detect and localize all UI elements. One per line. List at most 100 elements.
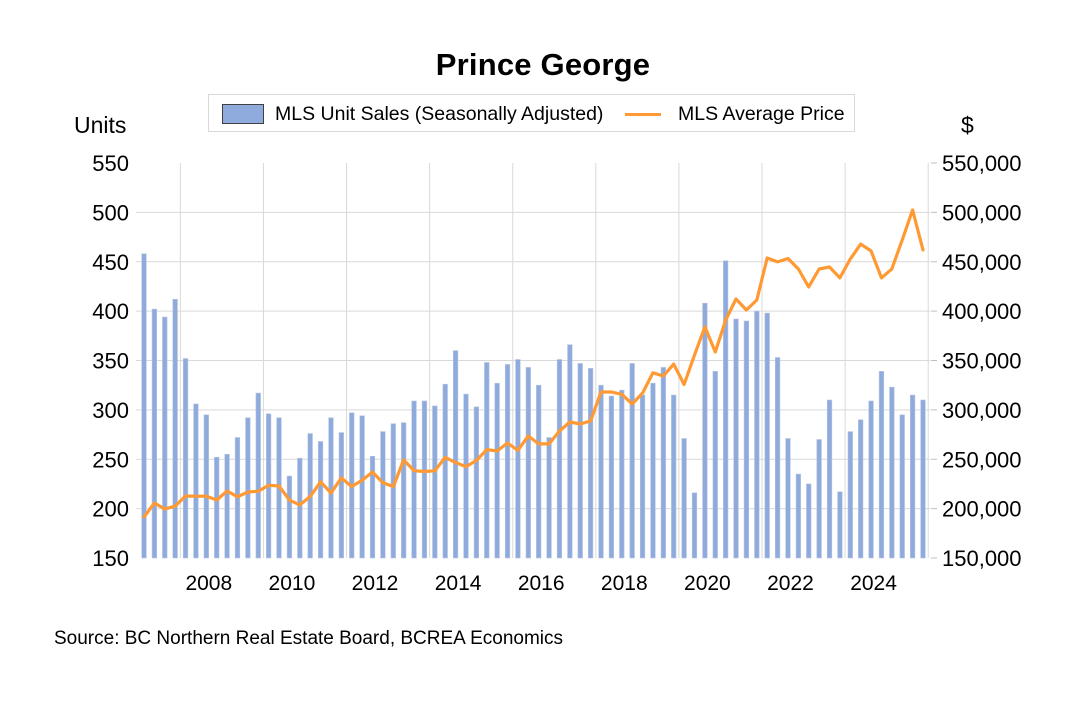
average-price-line: [142, 208, 925, 519]
unit-sales-bar: [452, 350, 459, 559]
unit-sales-bar: [577, 363, 583, 559]
unit-sales-bar: [816, 439, 822, 559]
x-tick-label: 2024: [850, 572, 897, 595]
unit-sales-bar: [795, 473, 801, 559]
legend-label-average-price: MLS Average Price: [678, 103, 845, 125]
x-tick-label: 2008: [185, 572, 232, 595]
unit-sales-bar: [785, 438, 791, 559]
left-tick-label: 150: [92, 546, 129, 571]
unit-sales-bar: [774, 357, 781, 559]
legend-label-unit-sales: MLS Unit Sales (Seasonally Adjusted): [275, 103, 604, 125]
right-axis-title: $: [961, 112, 974, 138]
left-tick-label: 450: [92, 250, 129, 275]
left-tick-label: 400: [92, 299, 129, 324]
unit-sales-bar: [556, 359, 563, 559]
unit-sales-bar: [910, 394, 916, 559]
unit-sales-bar: [463, 393, 469, 559]
unit-sales-bars: [141, 253, 926, 559]
unit-sales-bar: [411, 400, 417, 559]
unit-sales-bar: [868, 400, 874, 559]
unit-sales-bar: [432, 405, 438, 559]
left-axis-ticks: 550 500 450 400 350 300 250 200 150: [92, 151, 129, 571]
unit-sales-bar: [629, 363, 635, 559]
right-tick-label: 550,000: [942, 151, 1022, 176]
unit-sales-bar: [723, 260, 729, 559]
unit-sales-bar: [338, 432, 344, 559]
x-tick-label: 2014: [435, 572, 482, 595]
unit-sales-bar: [858, 419, 864, 559]
unit-sales-bar: [608, 395, 614, 559]
unit-sales-bar: [536, 384, 542, 559]
unit-sales-bar: [899, 414, 905, 559]
legend-bar-swatch-icon: [222, 104, 264, 124]
unit-sales-bar: [380, 431, 386, 559]
unit-sales-bar: [650, 382, 656, 559]
unit-sales-bar: [390, 423, 396, 559]
unit-sales-bar: [442, 383, 448, 559]
unit-sales-bar: [317, 441, 324, 559]
right-tick-label: 150,000: [942, 546, 1022, 571]
unit-sales-bar: [359, 415, 365, 559]
source-note: Source: BC Northern Real Estate Board, B…: [54, 628, 564, 649]
x-tick-label: 2018: [601, 572, 648, 595]
unit-sales-bar: [297, 457, 303, 559]
right-tick-label: 450,000: [942, 250, 1022, 275]
unit-sales-bar: [255, 392, 261, 559]
average-price-line-group: [142, 208, 925, 519]
unit-sales-bar: [484, 362, 490, 559]
x-tick-label: 2020: [684, 572, 731, 595]
right-axis-ticks: 550,000 500,000 450,000 400,000 350,000 300,0…: [931, 151, 1022, 571]
unit-sales-bar: [567, 344, 573, 559]
unit-sales-bar: [421, 400, 428, 559]
unit-sales-bar: [515, 359, 521, 559]
x-tick-label: 2010: [269, 572, 316, 595]
unit-sales-bar: [525, 367, 531, 559]
unit-sales-bar: [214, 456, 220, 559]
right-tick-label: 500,000: [942, 200, 1022, 225]
unit-sales-bar: [889, 386, 895, 559]
left-tick-label: 200: [92, 497, 129, 522]
unit-sales-bar: [494, 382, 500, 559]
right-tick-label: 400,000: [942, 299, 1022, 324]
unit-sales-bar: [826, 399, 833, 559]
unit-sales-bar: [660, 367, 666, 559]
unit-sales-bar: [369, 455, 376, 559]
unit-sales-bar: [639, 394, 646, 559]
unit-sales-bar: [598, 384, 604, 559]
unit-sales-bar: [733, 318, 739, 559]
right-tick-label: 200,000: [942, 497, 1022, 522]
x-tick-label: 2022: [767, 572, 814, 595]
unit-sales-bar: [203, 414, 209, 559]
unit-sales-bar: [588, 368, 594, 559]
right-tick-label: 350,000: [942, 349, 1022, 374]
unit-sales-bar: [141, 253, 147, 559]
x-axis-ticks: 2008 2010 2012 2014 2016 2018 2020 2022 2024: [185, 572, 897, 595]
unit-sales-bar: [619, 389, 625, 559]
left-tick-label: 500: [92, 200, 129, 225]
left-tick-label: 350: [92, 349, 129, 374]
legend-line-swatch-icon: [625, 113, 661, 116]
unit-sales-bar: [182, 358, 189, 559]
unit-sales-bar: [401, 422, 407, 559]
unit-sales-bar: [546, 437, 552, 559]
x-tick-label: 2016: [518, 572, 565, 595]
right-tick-label: 300,000: [942, 398, 1022, 423]
unit-sales-bar: [151, 308, 157, 559]
right-tick-label: 250,000: [942, 447, 1022, 472]
unit-sales-bar: [712, 371, 718, 559]
unit-sales-bar: [754, 310, 760, 559]
unit-sales-bar: [473, 406, 479, 559]
unit-sales-bar: [193, 403, 199, 559]
unit-sales-bar: [162, 316, 168, 559]
unit-sales-bar: [702, 302, 708, 559]
unit-sales-bar: [172, 298, 178, 559]
unit-sales-bar: [691, 492, 698, 559]
unit-sales-bar: [504, 364, 511, 559]
left-tick-label: 250: [92, 447, 129, 472]
x-tick-label: 2012: [352, 572, 399, 595]
unit-sales-bar: [743, 320, 750, 559]
left-tick-label: 550: [92, 151, 129, 176]
unit-sales-bar: [681, 438, 687, 559]
unit-sales-bar: [847, 431, 853, 559]
